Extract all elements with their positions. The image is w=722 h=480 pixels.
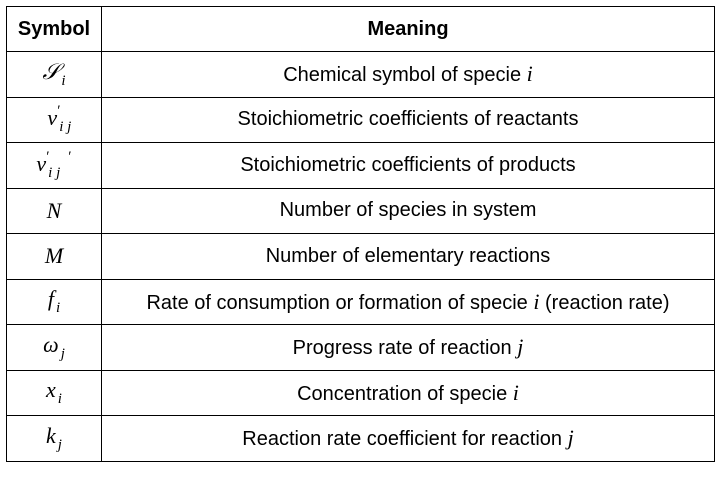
meaning-variable: i <box>512 379 519 405</box>
table-row: f i Rate of consumption or formation of sp… <box>6 278 715 325</box>
table-row: N Number of species in system <box>6 187 715 234</box>
symbol-base: 𝒮 <box>42 59 60 85</box>
meaning-text: Concentration of specie <box>297 382 513 405</box>
meaning-variable: j <box>567 425 574 451</box>
meaning-text: (reaction rate) <box>539 291 670 314</box>
symbol-column-header: Symbol <box>6 6 102 52</box>
meaning-text: Number of elementary reactions <box>265 244 551 267</box>
symbol-base: N <box>46 197 62 223</box>
meaning-text: Stoichiometric coefficients of products <box>240 153 576 176</box>
symbol-superscript: ′ ′ <box>46 148 72 165</box>
meaning-cell: Stoichiometric coefficients of reactants <box>101 96 715 143</box>
meaning-text: Stoichiometric coefficients of reactants <box>237 108 579 131</box>
table-row: ω j Progress rate of reaction j <box>6 324 715 371</box>
meaning-text: Chemical symbol of specie <box>283 64 527 87</box>
symbol-subscript: i <box>55 300 61 317</box>
meaning-variable: j <box>517 334 524 360</box>
symbol-cell: M <box>6 233 102 280</box>
meaning-text: Rate of consumption or formation of spec… <box>146 291 534 314</box>
symbol-base: k <box>46 422 56 448</box>
symbol-cell: N <box>6 187 102 234</box>
table-row: x i Concentration of specie i <box>6 369 715 416</box>
symbol-subscript: i j <box>48 164 61 181</box>
math-symbol: M <box>45 243 63 268</box>
meaning-text: Progress rate of reaction <box>292 337 518 360</box>
math-symbol: N <box>47 198 62 223</box>
meaning-cell: Chemical symbol of specie i <box>101 51 715 98</box>
meaning-cell: Concentration of specie i <box>101 369 715 416</box>
table-row: M Number of elementary reactions <box>6 233 715 280</box>
meaning-cell: Reaction rate coefficient for reaction j <box>101 415 715 462</box>
symbol-subscript: i <box>61 72 66 89</box>
meaning-text: Number of species in system <box>279 199 537 222</box>
table-row: k j Reaction rate coefficient for reaction… <box>6 415 715 462</box>
meaning-cell: Number of elementary reactions <box>101 233 715 280</box>
meaning-cell: Rate of consumption or formation of spec… <box>101 278 715 325</box>
symbol-base: f <box>47 286 54 312</box>
symbol-base: ν <box>47 105 58 131</box>
symbol-base: M <box>44 243 64 269</box>
symbol-superscript: ′ <box>57 103 61 120</box>
header-row: Symbol Meaning <box>6 6 715 52</box>
meaning-variable: i <box>533 288 540 314</box>
symbol-subscript: i <box>57 391 62 408</box>
meaning-cell: Progress rate of reaction j <box>101 324 715 371</box>
meaning-variable: i <box>526 61 533 87</box>
symbol-subscript: i j <box>59 119 72 136</box>
meaning-column-header: Meaning <box>101 6 715 52</box>
meaning-cell: Number of species in system <box>101 187 715 234</box>
meaning-cell: Stoichiometric coefficients of products <box>101 142 715 189</box>
symbol-base: x <box>46 377 56 403</box>
symbol-base: ω <box>43 331 59 357</box>
symbol-base: ν <box>36 150 47 176</box>
symbol-subscript: j <box>60 345 65 362</box>
meaning-text: Reaction rate coefficient for reaction <box>242 428 568 451</box>
symbol-subscript: j <box>57 436 62 453</box>
